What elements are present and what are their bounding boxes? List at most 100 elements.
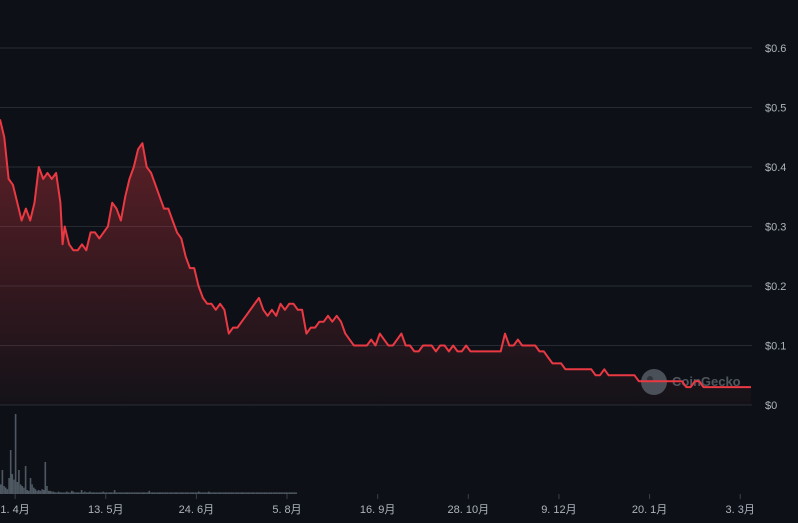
volume-bar — [181, 492, 184, 494]
volume-bar — [204, 492, 207, 494]
volume-bar — [28, 490, 30, 494]
x-tick-label: 24. 6月 — [179, 504, 214, 516]
volume-bar — [51, 491, 53, 494]
volume-bar — [240, 492, 243, 494]
volume-bar — [89, 491, 91, 494]
volume-bar — [85, 492, 88, 494]
volume-bar — [95, 492, 98, 494]
volume-bar — [90, 492, 93, 494]
volume-bar — [54, 492, 56, 494]
volume-bars — [0, 414, 297, 494]
volume-bar — [1, 470, 4, 494]
volume-bar — [237, 492, 240, 494]
volume-bar — [145, 492, 147, 494]
volume-bar — [148, 490, 151, 494]
volume-bar — [125, 492, 127, 494]
volume-bar — [288, 492, 291, 494]
volume-bar — [221, 492, 223, 494]
volume-bar — [234, 492, 236, 494]
y-tick-label: $0.5 — [765, 103, 786, 115]
volume-bar — [18, 470, 20, 494]
volume-bar — [239, 492, 241, 494]
volume-bar — [214, 492, 217, 494]
volume-bar — [4, 487, 7, 494]
volume-bar — [115, 492, 118, 494]
volume-bar — [183, 492, 185, 494]
volume-bar — [259, 492, 261, 494]
volume-bar — [295, 492, 297, 494]
volume-bar — [292, 492, 294, 494]
volume-bar — [133, 492, 136, 494]
price-area — [0, 119, 751, 406]
volume-bar — [174, 492, 177, 494]
volume-bar — [207, 491, 210, 494]
volume-bar — [34, 489, 37, 494]
volume-bar — [80, 490, 83, 494]
volume-bar — [249, 492, 251, 494]
volume-bar — [128, 492, 131, 494]
volume-bar — [140, 492, 142, 494]
volume-bar — [56, 492, 58, 494]
volume-bar — [130, 492, 132, 494]
volume-bar — [108, 492, 111, 494]
volume-bar — [97, 492, 99, 494]
volume-bar — [16, 482, 19, 494]
volume-bar — [151, 492, 154, 494]
volume-bar — [0, 484, 2, 494]
volume-bar — [201, 492, 203, 494]
volume-bar — [72, 491, 75, 494]
volume-bar — [189, 492, 192, 494]
volume-bar — [102, 491, 104, 494]
x-tick-label: 28. 10月 — [447, 504, 489, 516]
volume-bar — [244, 492, 246, 494]
volume-bar — [270, 492, 273, 494]
volume-bar — [245, 492, 248, 494]
volume-bar — [232, 492, 235, 494]
volume-bar — [250, 492, 253, 494]
volume-bar — [222, 492, 225, 494]
volume-bar — [143, 492, 146, 494]
volume-bar — [206, 492, 208, 494]
volume-bar — [196, 492, 198, 494]
volume-bar — [31, 484, 33, 494]
volume-bar — [94, 492, 96, 494]
volume-bar — [212, 492, 215, 494]
volume-bar — [61, 492, 63, 494]
volume-bar — [255, 492, 258, 494]
volume-bar — [254, 492, 256, 494]
volume-bar — [165, 492, 167, 494]
y-tick-label: $0 — [765, 400, 777, 412]
x-tick-label: 3. 3月 — [726, 504, 755, 516]
volume-bar — [229, 492, 231, 494]
volume-bar — [36, 490, 38, 494]
volume-bar — [217, 492, 220, 494]
volume-bar — [273, 492, 276, 494]
volume-bar — [46, 486, 48, 494]
volume-bar — [191, 492, 193, 494]
volume-bar — [290, 492, 292, 494]
volume-bar — [150, 492, 152, 494]
volume-bar — [278, 492, 281, 494]
volume-bar — [171, 492, 174, 494]
volume-bar — [74, 492, 76, 494]
volume-bar — [168, 492, 170, 494]
volume-bar — [99, 492, 101, 494]
y-axis: $0 $0.1 $0.2 $0.3 $0.4 $0.5 $0.6 — [765, 43, 786, 412]
volume-bar — [13, 479, 15, 494]
volume-bar — [209, 492, 212, 494]
volume-bar — [178, 492, 180, 494]
volume-bar — [287, 492, 289, 494]
volume-bar — [176, 492, 179, 494]
volume-bar — [67, 492, 70, 494]
volume-bar — [141, 492, 144, 494]
volume-bar — [8, 478, 10, 494]
volume-bar — [198, 491, 200, 494]
volume-bar — [75, 492, 78, 494]
x-tick-label: 5. 8月 — [272, 504, 301, 516]
volume-bar — [21, 486, 23, 494]
volume-bar — [107, 492, 109, 494]
y-tick-label: $0.6 — [765, 43, 786, 55]
volume-bar — [161, 492, 164, 494]
volume-bar — [275, 492, 278, 494]
y-tick-label: $0.3 — [765, 222, 786, 234]
